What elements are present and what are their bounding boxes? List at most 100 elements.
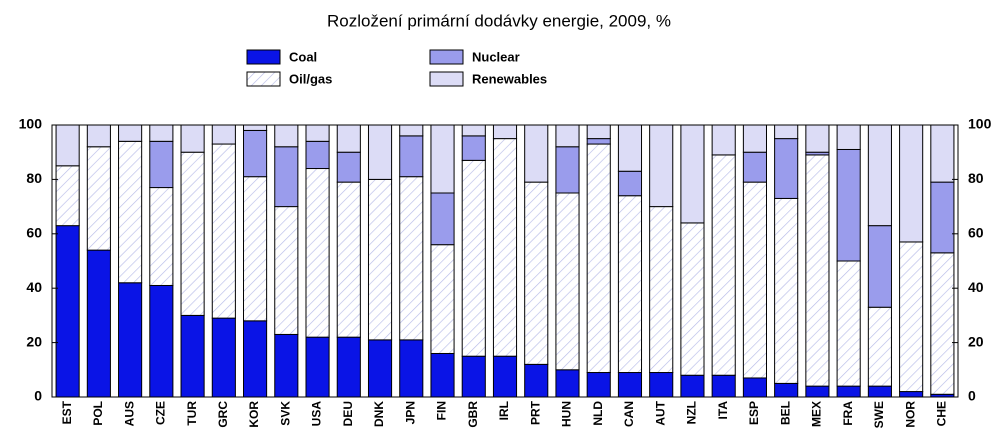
legend-label: Oil/gas (289, 71, 332, 86)
legend-swatch (246, 71, 281, 87)
bar-segment (711, 124, 736, 156)
bar-segment (867, 124, 892, 227)
x-tick-label: ITA (716, 401, 730, 420)
bar-segment (180, 314, 205, 398)
bar-segment (524, 181, 549, 365)
bar-segment (899, 391, 924, 398)
bar-segment (461, 124, 486, 137)
bar-segment (367, 178, 393, 341)
bar-segment (305, 140, 330, 170)
x-tick-label: IRL (497, 401, 511, 420)
plot-frame (51, 124, 959, 398)
bar-segment (149, 124, 174, 142)
bar-segment (86, 124, 111, 148)
bar-segment (711, 374, 736, 398)
bar-segment (899, 241, 924, 393)
bar-segment (774, 197, 799, 384)
bar-segment (367, 339, 393, 398)
bar-segment (617, 372, 643, 398)
x-tick-label: NLD (591, 401, 605, 426)
bar-segment (86, 249, 111, 398)
legend-label: Nuclear (472, 49, 520, 64)
y2-tick-label: 20 (968, 333, 984, 349)
x-tick-label: GRC (216, 401, 230, 428)
bar-segment (805, 124, 830, 153)
bar-segment (649, 372, 674, 398)
bar-segment (399, 135, 424, 178)
bar-segment (617, 124, 643, 172)
y-tick-label: 20 (26, 333, 42, 349)
bar-segment (305, 124, 330, 142)
y-tick-label: 0 (34, 388, 42, 404)
bar-segment (461, 355, 486, 398)
bar-segment (930, 124, 955, 183)
y2-tick-label: 60 (968, 225, 984, 241)
bar-segment (680, 124, 705, 224)
bar-segment (555, 369, 580, 398)
bar-segment (836, 124, 861, 150)
y-tick-label: 60 (26, 225, 42, 241)
x-tick-label: SWE (872, 401, 886, 428)
bar-segment (492, 138, 518, 357)
bar-segment (742, 151, 767, 183)
bar-segment (899, 124, 924, 243)
bar-segment (274, 333, 299, 398)
y2-tick-label: 80 (968, 170, 984, 186)
bar-segment (243, 124, 268, 131)
bar-segment (367, 124, 393, 180)
y-tick-label: 40 (26, 279, 42, 295)
bar-segment (430, 244, 455, 354)
x-tick-label: NOR (903, 401, 917, 428)
bar-segment (399, 176, 424, 341)
y2-tick-label: 40 (968, 279, 984, 295)
bar-segment (305, 336, 330, 398)
bar-segment (274, 206, 299, 335)
bar-segment (55, 124, 80, 167)
bar-segment (243, 176, 268, 322)
bar-segment (649, 206, 674, 374)
x-tick-label: USA (310, 401, 324, 427)
bar-segment (836, 260, 861, 387)
y-tick-label: 100 (19, 116, 43, 132)
bar-segment (211, 124, 236, 145)
bar-segment (867, 306, 892, 387)
bar-segment (336, 181, 361, 338)
x-tick-label: MEX (810, 401, 824, 427)
bar-segment (524, 363, 549, 398)
legend-swatch (429, 49, 464, 65)
x-tick-label: SVK (278, 401, 292, 426)
x-tick-label: DEU (341, 401, 355, 426)
bar-segment (149, 187, 174, 286)
bar-segment (305, 168, 330, 338)
chart-title: Rozložení primární dodávky energie, 2009… (327, 11, 671, 30)
bar-segment (399, 124, 424, 137)
x-tick-label: CAN (622, 401, 636, 427)
bar-segment (86, 146, 111, 251)
bar-segment (836, 385, 861, 398)
bar-segment (274, 124, 299, 148)
x-tick-label: TUR (185, 401, 199, 426)
bar-segment (118, 140, 143, 284)
bar-segment (243, 320, 268, 398)
bar-segment (211, 317, 236, 398)
bar-segment (55, 225, 80, 398)
bar-segment (180, 124, 205, 153)
bar-segment (867, 385, 892, 398)
x-tick-label: ESP (747, 401, 761, 425)
bar-segment (930, 252, 955, 395)
bar-segment (524, 124, 549, 183)
x-tick-label: POL (91, 401, 105, 426)
x-tick-label: FRA (841, 401, 855, 426)
bar-segment (555, 124, 580, 148)
bar-segment (617, 170, 643, 197)
bar-segment (211, 143, 236, 319)
bar-segment (149, 140, 174, 189)
bar-segment (336, 336, 361, 398)
bar-segment (930, 181, 955, 254)
bar-segment (492, 355, 518, 398)
x-tick-label: JPN (403, 401, 417, 424)
bar-segment (430, 124, 455, 194)
bar-segment (680, 374, 705, 398)
bar-segment (336, 124, 361, 153)
